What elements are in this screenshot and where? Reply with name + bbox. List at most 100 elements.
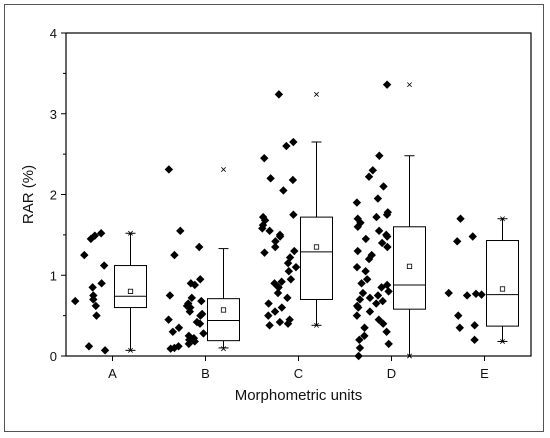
data-point: [264, 311, 273, 320]
data-point: [358, 288, 368, 298]
data-point: [71, 296, 80, 306]
y-tick-label: 0: [50, 349, 57, 364]
max-marker-stroke: [128, 230, 133, 236]
iqr-box: [114, 265, 147, 309]
data-point: [383, 232, 392, 241]
data-point: [168, 327, 178, 336]
data-point: [274, 90, 284, 99]
data-point: [462, 291, 472, 300]
data-point: [166, 344, 175, 353]
data-point: [355, 295, 365, 304]
data-point: [288, 175, 298, 185]
max-marker: [314, 91, 319, 97]
data-point: [361, 234, 371, 244]
iqr-box: [486, 240, 519, 327]
data-point: [377, 283, 386, 292]
x-axis-title: Morphometric units: [235, 387, 363, 404]
data-point: [377, 238, 387, 248]
mean-marker: [313, 244, 320, 250]
data-point: [270, 307, 280, 316]
data-point: [354, 303, 363, 312]
group-A: [71, 229, 147, 355]
chart-marks: [71, 80, 519, 361]
data-point: [260, 153, 269, 163]
data-point: [444, 288, 453, 298]
data-point: [283, 319, 293, 328]
max-marker: [128, 230, 133, 236]
data-point: [197, 296, 206, 306]
data-point: [365, 293, 375, 303]
data-point: [271, 237, 280, 246]
data-point: [365, 307, 375, 316]
data-point: [477, 290, 486, 299]
data-point: [360, 331, 369, 341]
data-point: [372, 212, 381, 222]
data-point: [187, 293, 196, 303]
data-point: [190, 280, 200, 290]
data-point: [355, 343, 365, 353]
data-point: [97, 279, 106, 288]
data-point: [100, 346, 110, 355]
data-point: [364, 172, 374, 181]
data-point: [470, 321, 479, 330]
figure-frame: 0 1 2 3 4 A B C D E Morphometric units RAR (%): [4, 4, 544, 432]
min-marker-stroke: [500, 338, 505, 344]
data-point: [353, 246, 362, 256]
axes: 0 1 2 3 4 A B C D E: [50, 26, 489, 381]
data-point: [362, 275, 372, 284]
y-tick-label: 3: [50, 107, 57, 122]
mean-marker: [220, 307, 227, 313]
iqr-box: [300, 216, 333, 300]
y-tick-label: 4: [50, 26, 57, 41]
data-point: [364, 254, 374, 264]
data-point: [258, 224, 267, 233]
data-point: [80, 250, 89, 260]
data-point: [190, 337, 199, 346]
data-point: [456, 214, 465, 223]
data-point: [266, 174, 275, 183]
data-point: [184, 339, 194, 349]
data-point: [468, 232, 477, 241]
y-tick-label: 2: [50, 188, 57, 203]
data-point: [170, 250, 179, 260]
data-point: [260, 248, 269, 257]
data-point: [372, 299, 381, 308]
data-point: [186, 303, 195, 312]
data-point: [271, 242, 280, 252]
data-point: [88, 283, 97, 292]
data-point: [265, 226, 274, 236]
data-point: [382, 210, 392, 219]
mean-marker: [499, 286, 506, 292]
data-point: [373, 194, 383, 203]
data-point: [289, 210, 298, 219]
data-point: [291, 262, 301, 272]
data-point: [185, 307, 195, 316]
data-point: [384, 287, 393, 296]
box-scatter-chart: 0 1 2 3 4 A B C D E Morphometric units RAR (%): [20, 26, 532, 404]
data-point: [84, 342, 94, 351]
mean-marker: [127, 288, 134, 295]
data-point: [471, 289, 481, 299]
data-point: [196, 275, 205, 284]
mean-marker: [406, 263, 413, 269]
data-point: [164, 165, 174, 174]
data-point: [455, 323, 465, 332]
y-tick-label: 1: [50, 268, 57, 283]
data-point: [195, 319, 205, 328]
data-point: [174, 323, 184, 332]
data-point: [284, 267, 294, 276]
max-marker-stroke: [314, 91, 319, 97]
iqr-box: [207, 298, 240, 342]
data-point: [353, 222, 363, 231]
data-point: [360, 323, 369, 332]
data-point: [357, 279, 366, 288]
y-axis-title: RAR (%): [20, 165, 37, 224]
data-point: [382, 327, 391, 336]
min-marker: [128, 347, 133, 353]
x-tick-label: B: [201, 366, 210, 381]
data-point: [383, 242, 392, 252]
min-marker-stroke: [314, 322, 319, 328]
min-marker: [221, 346, 226, 352]
data-point: [382, 80, 392, 89]
data-point: [361, 267, 370, 276]
